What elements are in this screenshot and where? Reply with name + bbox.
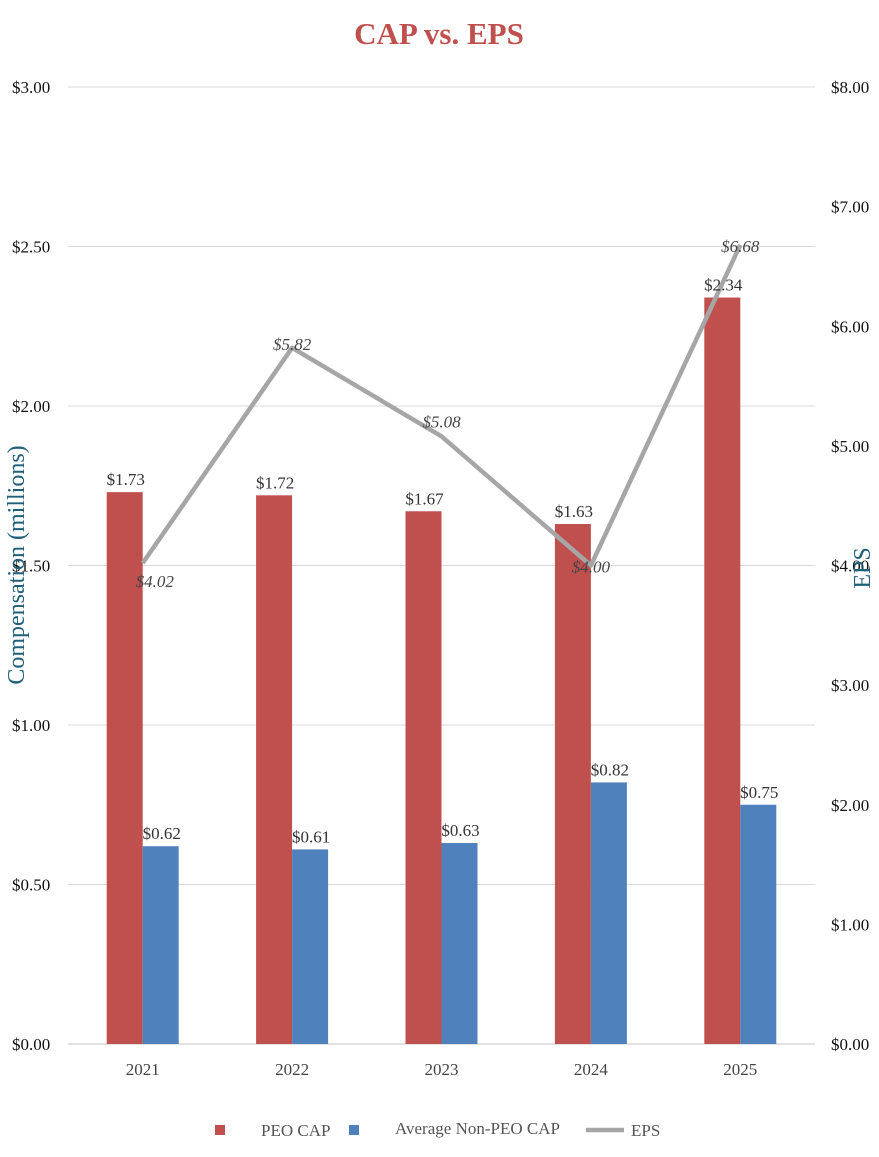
legend-eps-label: EPS [631, 1121, 660, 1140]
peo-cap-value-label: $1.63 [555, 502, 593, 521]
non-peo-cap-bar [590, 782, 627, 1044]
x-tick-label: 2022 [275, 1060, 309, 1079]
y-tick-label: $0.00 [12, 1035, 50, 1054]
non-peo-cap-value-label: $0.75 [740, 783, 778, 802]
x-axis-ticks: 2021 2022 2023 2024 2025 [126, 1060, 758, 1079]
y2-tick-label: $5.00 [831, 437, 869, 456]
peo-cap-value-label: $1.67 [405, 489, 444, 508]
peo-cap-bar [554, 524, 591, 1044]
legend-non-peo-cap-swatch [349, 1125, 359, 1135]
non-peo-cap-value-label: $0.63 [441, 821, 479, 840]
legend-non-peo-cap-label: Average Non-PEO CAP [395, 1119, 560, 1138]
left-axis-ticks: $0.00 $0.50 $1.00 $1.50 $2.00 $2.50 $3.00 [12, 78, 50, 1054]
eps-value-label: $5.82 [273, 335, 312, 354]
x-tick-label: 2024 [574, 1060, 609, 1079]
y2-axis-title: EPS [850, 547, 876, 588]
peo-cap-value-label: $2.34 [704, 276, 743, 295]
eps-line-group [140, 243, 743, 568]
non-peo-cap-bar [441, 843, 478, 1044]
legend: PEO CAP Average Non-PEO CAP EPS [215, 1119, 660, 1140]
y2-tick-label: $7.00 [831, 198, 869, 217]
x-tick-label: 2025 [723, 1060, 757, 1079]
y2-tick-label: $0.00 [831, 1035, 869, 1054]
non-peo-cap-bar [142, 846, 179, 1044]
y-tick-label: $1.50 [12, 557, 50, 576]
y-tick-label: $2.50 [12, 238, 50, 257]
y2-tick-label: $3.00 [831, 676, 869, 695]
chart-title: CAP vs. EPS [354, 16, 524, 51]
eps-value-label: $5.08 [422, 412, 461, 431]
y2-tick-label: $2.00 [831, 796, 869, 815]
legend-peo-cap-label: PEO CAP [261, 1121, 330, 1140]
peo-cap-bar [256, 495, 293, 1044]
non-peo-cap-bar [740, 804, 777, 1044]
y-tick-label: $0.50 [12, 876, 50, 895]
y2-tick-label: $1.00 [831, 915, 869, 934]
data-labels: $1.73 $1.72 $1.67 $1.63 $2.34 $0.62 $0.61 $0.63… [107, 237, 779, 847]
x-tick-label: 2023 [425, 1060, 459, 1079]
non-peo-cap-value-label: $0.61 [292, 827, 330, 846]
non-peo-cap-value-label: $0.82 [591, 760, 629, 779]
y-axis-title: Compensation (millions) [4, 445, 30, 684]
y2-tick-label: $6.00 [831, 317, 869, 336]
gridlines [68, 86, 815, 1045]
eps-line [140, 243, 743, 568]
y2-tick-label: $4.00 [831, 557, 869, 576]
y-tick-label: $3.00 [12, 78, 50, 97]
y-tick-label: $2.00 [12, 397, 50, 416]
eps-value-label: $6.68 [721, 237, 760, 256]
peo-cap-value-label: $1.72 [256, 473, 294, 492]
x-tick-label: 2021 [126, 1060, 160, 1079]
non-peo-cap-value-label: $0.62 [143, 824, 181, 843]
peo-cap-bar [704, 297, 741, 1044]
peo-cap-value-label: $1.73 [107, 470, 145, 489]
bars [106, 297, 777, 1044]
eps-value-label: $4.00 [572, 558, 611, 577]
non-peo-cap-bar [292, 849, 329, 1044]
right-axis-ticks: $0.00 $1.00 $2.00 $3.00 $4.00 $5.00 $6.00 $7.00… [831, 78, 869, 1054]
peo-cap-bar [405, 511, 442, 1044]
legend-peo-cap-swatch [215, 1125, 225, 1135]
peo-cap-bar [106, 492, 143, 1044]
y-tick-label: $1.00 [12, 716, 50, 735]
eps-value-label: $4.02 [136, 572, 175, 591]
y2-tick-label: $8.00 [831, 78, 869, 97]
